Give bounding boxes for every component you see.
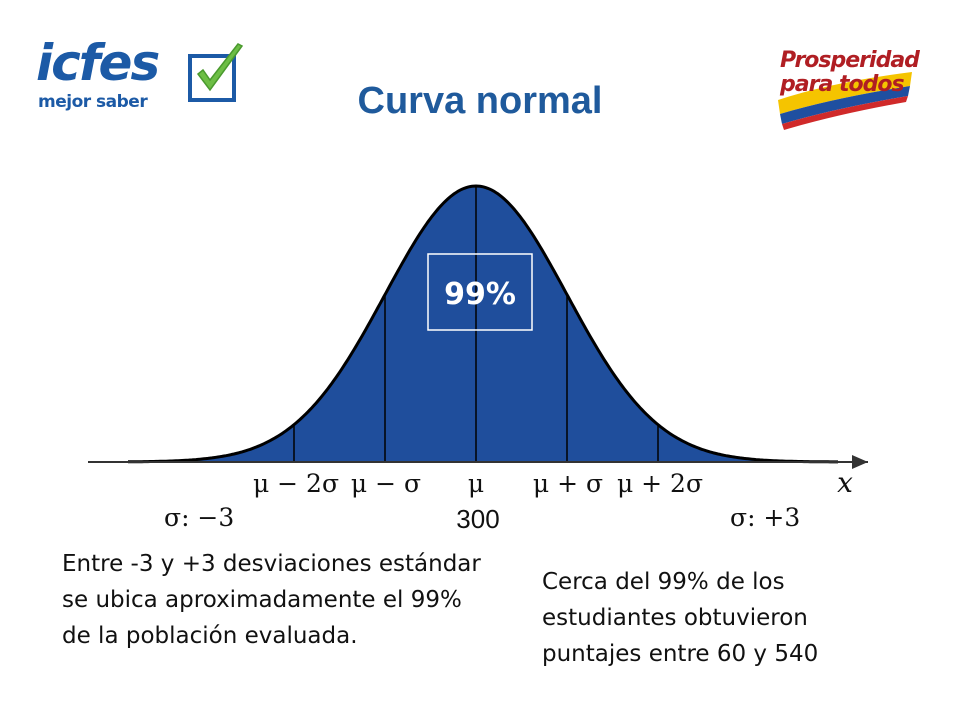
icfes-logo: icfes mejor saber <box>36 34 244 114</box>
tick-label-mean: μ <box>468 469 484 498</box>
curve-outline <box>128 184 838 464</box>
tick-label-minus-1sd: μ − σ <box>351 469 421 498</box>
note-right: Cerca del 99% de los estudiantes obtuvie… <box>542 569 819 667</box>
curve-area <box>180 186 776 462</box>
tick-label-plus-2sd: μ + 2σ <box>617 469 703 498</box>
icfes-logo-brand: icfes <box>36 34 160 92</box>
sd-lines <box>293 186 659 462</box>
prosperidad-logo-line2: para todos <box>780 72 905 97</box>
percent-label: 99% <box>444 277 516 312</box>
sigma-left-label: σ: −3 <box>164 503 234 532</box>
axis-var-label: x <box>837 466 853 499</box>
note-left: Entre -3 y +3 desviaciones estándar se u… <box>62 551 481 649</box>
prosperidad-logo: Prosperidad para todos <box>772 42 922 130</box>
page-title: Curva normal <box>357 80 603 122</box>
sigma-right-label: σ: +3 <box>730 503 800 532</box>
tick-label-minus-2sd: μ − 2σ <box>253 469 339 498</box>
icfes-logo-tagline: mejor saber <box>38 92 148 112</box>
tick-label-plus-1sd: μ + σ <box>533 469 603 498</box>
prosperidad-logo-line1: Prosperidad <box>780 48 920 73</box>
percent-box <box>427 253 533 331</box>
x-axis-arrow <box>852 455 868 469</box>
center-value-label: 300 <box>456 504 499 534</box>
flag-icon <box>778 72 912 130</box>
checkmark-icon <box>188 43 244 102</box>
